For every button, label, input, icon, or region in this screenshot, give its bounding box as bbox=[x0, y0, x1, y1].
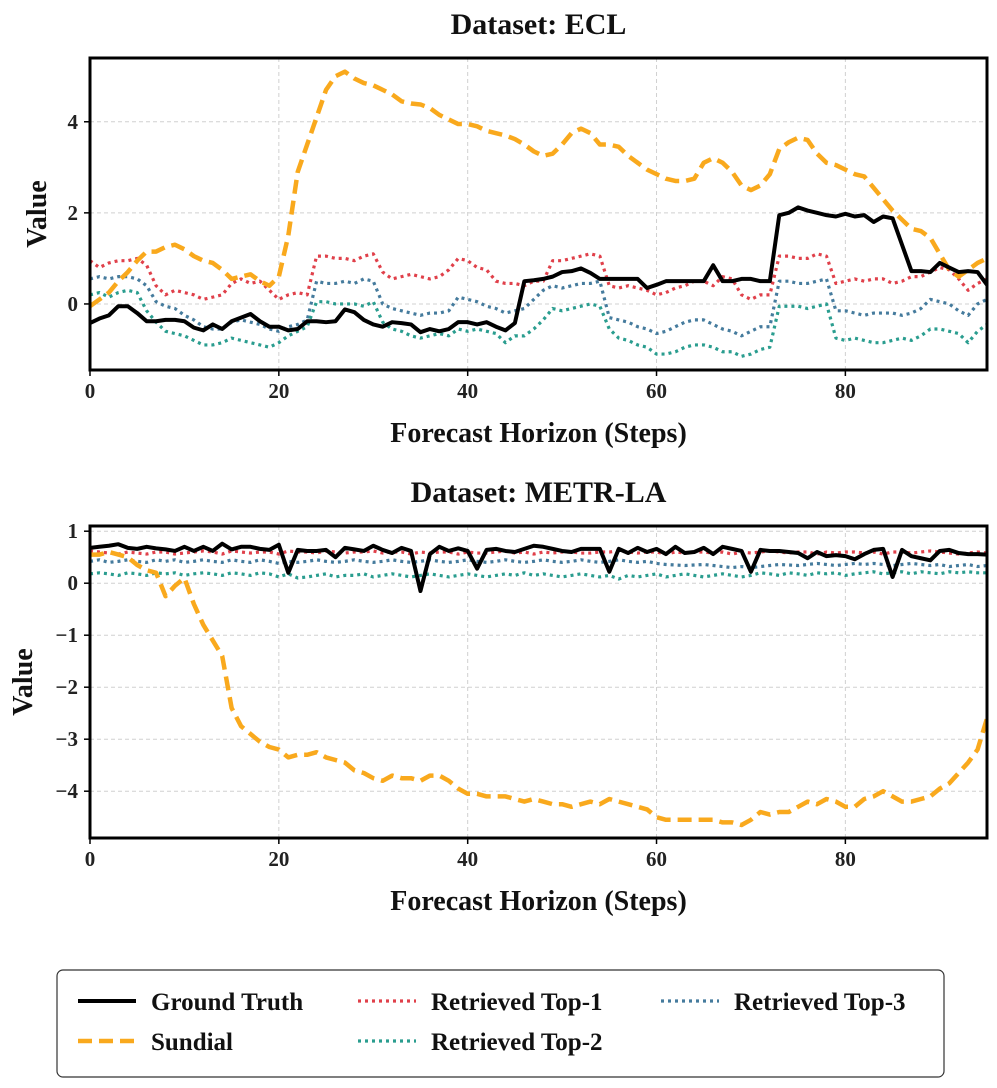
series-line-top2 bbox=[90, 570, 987, 581]
legend-box bbox=[56, 969, 945, 1078]
plot-frame bbox=[88, 524, 989, 840]
x-axis-label: Forecast Horizon (Steps) bbox=[390, 418, 687, 449]
x-tick-label: 40 bbox=[457, 379, 478, 403]
series-group bbox=[90, 541, 987, 828]
legend-label-top1: Retrieved Top-1 bbox=[431, 989, 603, 1016]
series-line-sundial bbox=[90, 69, 987, 309]
x-tick-label: 60 bbox=[646, 847, 667, 871]
y-tick-label: −1 bbox=[56, 623, 78, 647]
legend-label-gt: Ground Truth bbox=[151, 989, 303, 1016]
legend-label-sundial: Sundial bbox=[151, 1029, 233, 1056]
series-line-top3 bbox=[90, 558, 987, 570]
chart-ecl: 0 20 40 60 80 0 2 4 Dataset: ECL Forecast Horizon… bbox=[22, 8, 989, 449]
series-line-top2 bbox=[90, 288, 987, 358]
y-tick-label: −4 bbox=[56, 779, 79, 803]
y-tick-label: −3 bbox=[56, 727, 78, 751]
x-axis-label: Forecast Horizon (Steps) bbox=[390, 886, 687, 917]
y-axis-label: Value bbox=[22, 180, 53, 247]
y-tick-label: 1 bbox=[68, 519, 79, 543]
x-tick-label: 80 bbox=[835, 847, 856, 871]
y-tick-label: −2 bbox=[56, 675, 78, 699]
x-tick-label: 20 bbox=[268, 379, 289, 403]
series-line-gt bbox=[90, 541, 987, 593]
y-tick-label: 0 bbox=[68, 292, 79, 316]
series-line-top1 bbox=[90, 549, 987, 556]
x-tick-label: 60 bbox=[646, 379, 667, 403]
series-group bbox=[90, 69, 987, 358]
legend-label-top2: Retrieved Top-2 bbox=[431, 1029, 603, 1056]
chart-metr-la: 0 20 40 60 80 1 0 −1 −2 −3 −4 Dataset: METR-LA Forec… bbox=[8, 476, 989, 917]
plot-frame bbox=[88, 56, 989, 372]
chart-title: Dataset: ECL bbox=[451, 8, 627, 41]
chart-title: Dataset: METR-LA bbox=[411, 476, 667, 509]
y-tick-label: 4 bbox=[68, 110, 79, 134]
series-line-top3 bbox=[90, 275, 987, 338]
x-tick-label: 0 bbox=[85, 847, 96, 871]
x-tick-label: 20 bbox=[268, 847, 289, 871]
legend: Ground Truth Sundial Retrieved Top-1 Retrie… bbox=[56, 969, 945, 1078]
y-axis-label: Value bbox=[8, 648, 39, 715]
y-tick-label: 0 bbox=[68, 571, 79, 595]
x-tick-label: 80 bbox=[835, 379, 856, 403]
series-line-gt bbox=[90, 205, 987, 335]
x-tick-label: 0 bbox=[85, 379, 96, 403]
series-line-top1 bbox=[90, 252, 987, 301]
y-tick-label: 2 bbox=[68, 201, 79, 225]
series-line-sundial bbox=[90, 549, 987, 828]
legend-label-top3: Retrieved Top-3 bbox=[734, 989, 906, 1016]
x-tick-label: 40 bbox=[457, 847, 478, 871]
